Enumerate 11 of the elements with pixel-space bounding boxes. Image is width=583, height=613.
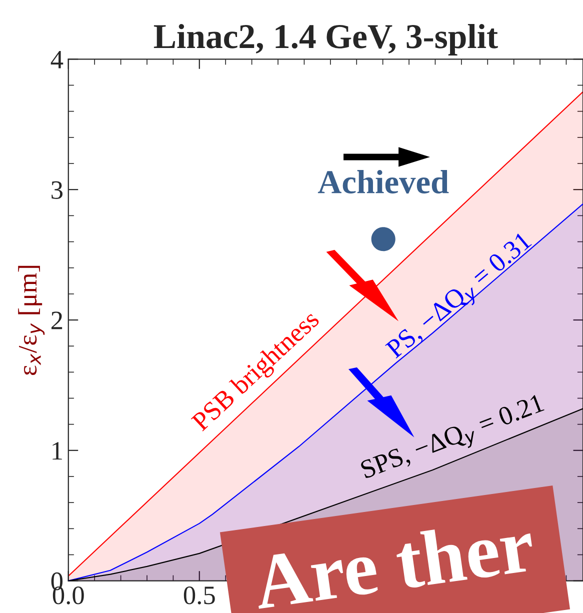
y-tick-label: 2 bbox=[51, 312, 62, 330]
chart-title: Linac2, 1.4 GeV, 3-split bbox=[154, 24, 498, 56]
y-tick-label: 3 bbox=[52, 181, 62, 199]
x-tick-label: 0.5 bbox=[184, 586, 215, 604]
y-axis-title: ε$_{x}$/ε$_{y}$ [μm] bbox=[18, 266, 45, 376]
annotation: Are ther bbox=[251, 516, 536, 610]
annotation: PS, −ΔQ$_{y}$ = 0.31 bbox=[384, 231, 538, 365]
annotation: SPS, −ΔQ$_{y}$ = 0.21 bbox=[360, 394, 548, 486]
series-label: Achieved bbox=[318, 170, 449, 194]
y-tick-label: 4 bbox=[50, 50, 64, 68]
y-tick-label: 1 bbox=[52, 442, 62, 460]
